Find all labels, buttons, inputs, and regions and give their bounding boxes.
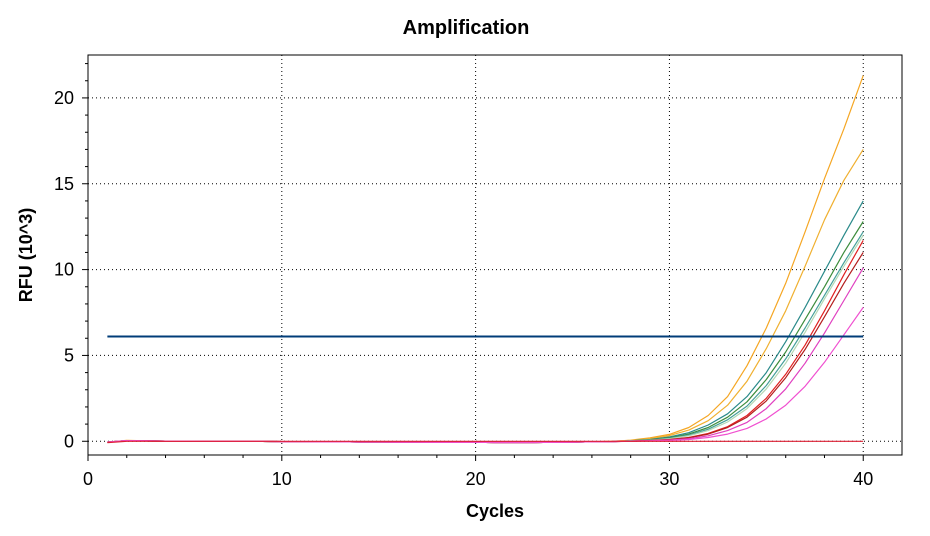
x-tick-label: 10 — [272, 469, 292, 489]
series-orange-1 — [107, 75, 864, 444]
grid-lines — [88, 55, 902, 455]
axis-ticks: 0 10 20 30 40 0 5 10 15 20 — [54, 63, 873, 489]
x-tick-label: 0 — [83, 469, 93, 489]
y-axis-label: RFU (10^3) — [16, 208, 36, 303]
y-tick-label: 15 — [54, 174, 74, 194]
y-tick-label: 5 — [64, 345, 74, 365]
chart-title: Amplification — [403, 17, 530, 39]
y-tick-label: 10 — [54, 260, 74, 280]
x-axis-label: Cycles — [466, 501, 524, 521]
series-baseline-red — [107, 440, 864, 444]
x-tick-label: 40 — [853, 469, 873, 489]
series-red-2 — [107, 252, 864, 444]
x-tick-label: 30 — [659, 469, 679, 489]
x-tick-label: 20 — [466, 469, 486, 489]
series-red-1 — [107, 240, 864, 444]
y-tick-label: 0 — [64, 431, 74, 451]
series-lines — [107, 75, 864, 444]
y-tick-label: 20 — [54, 88, 74, 108]
series-green-1 — [107, 221, 864, 444]
series-magenta-2 — [107, 307, 864, 444]
plot-area — [87, 54, 903, 456]
series-pale-green — [107, 234, 864, 444]
